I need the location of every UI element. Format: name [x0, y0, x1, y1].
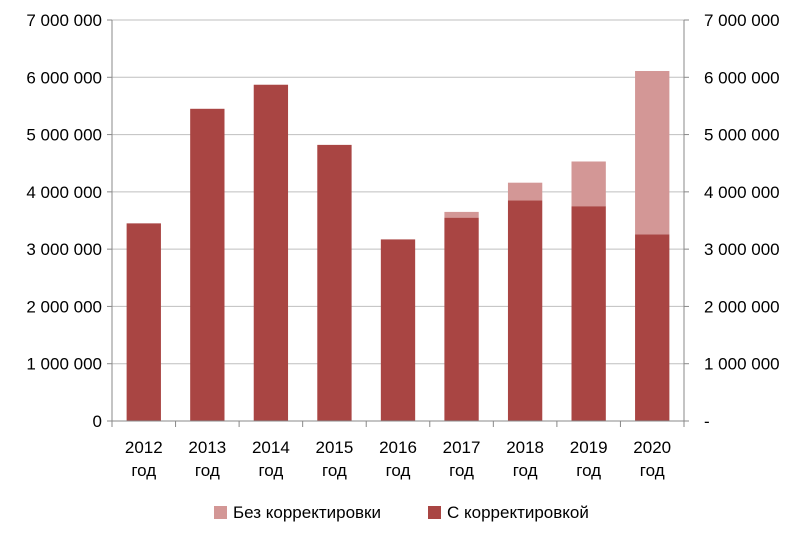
- legend-label: Без корректировки: [233, 503, 381, 522]
- bar-unadjusted: [635, 70, 670, 235]
- bar-unadjusted: [571, 161, 606, 207]
- left-tick-label: 2 000 000: [26, 297, 102, 316]
- category-label-year: 2015: [316, 438, 354, 457]
- right-tick-label: 2 000 000: [704, 297, 780, 316]
- bar-adjusted: [380, 239, 416, 421]
- legend: Без корректировки С корректировкой: [214, 503, 589, 522]
- legend-swatch: [214, 506, 227, 519]
- right-tick-label: 5 000 000: [704, 126, 780, 145]
- category-labels: 2012 год 2013 год 2014 год 2015 год 2016 год 2017 г…: [125, 438, 671, 480]
- category-label-suffix: год: [322, 461, 347, 480]
- left-tick-label: 5 000 000: [26, 126, 102, 145]
- category-label-year: 2020: [633, 438, 671, 457]
- category-label-suffix: год: [449, 461, 474, 480]
- left-axis-tick-labels: 0 1 000 000 2 000 000 3 000 000 4 000 000 5 0…: [26, 11, 102, 431]
- legend-label: С корректировкой: [447, 503, 589, 522]
- left-tick-label: 7 000 000: [26, 11, 102, 30]
- category-label-year: 2014: [252, 438, 290, 457]
- right-tick-label: 1 000 000: [704, 355, 780, 374]
- right-tick-label: 4 000 000: [704, 183, 780, 202]
- category-label-suffix: год: [131, 461, 156, 480]
- category-label-year: 2018: [506, 438, 544, 457]
- left-tick-label: 3 000 000: [26, 240, 102, 259]
- bar-adjusted: [253, 84, 289, 422]
- axes: [107, 19, 689, 427]
- left-tick-label: 4 000 000: [26, 183, 102, 202]
- right-tick-label: 6 000 000: [704, 68, 780, 87]
- category-label-suffix: год: [576, 461, 601, 480]
- category-label-suffix: год: [386, 461, 411, 480]
- bar-adjusted: [444, 217, 479, 421]
- category-label-year: 2016: [379, 438, 417, 457]
- bar-adjusted: [126, 223, 161, 421]
- category-label-year: 2012: [125, 438, 163, 457]
- bar-adjusted: [507, 200, 543, 421]
- category-label-suffix: год: [640, 461, 665, 480]
- bar-adjusted: [317, 144, 352, 421]
- bar-adjusted: [190, 108, 225, 422]
- category-label-suffix: год: [195, 461, 220, 480]
- right-tick-label: 3 000 000: [704, 240, 780, 259]
- left-tick-label: 0: [93, 412, 102, 431]
- category-label-year: 2017: [443, 438, 481, 457]
- legend-swatch: [428, 506, 441, 519]
- bar-adjusted: [571, 206, 606, 421]
- right-axis-tick-labels: - 1 000 000 2 000 000 3 000 000 4 000 000 5 0…: [704, 11, 780, 431]
- bars: [126, 70, 670, 422]
- right-tick-label: -: [704, 412, 710, 431]
- left-tick-label: 1 000 000: [26, 355, 102, 374]
- bar-unadjusted: [444, 211, 479, 218]
- right-tick-label: 7 000 000: [704, 11, 780, 30]
- category-label-year: 2013: [188, 438, 226, 457]
- category-label-suffix: год: [513, 461, 538, 480]
- left-tick-label: 6 000 000: [26, 68, 102, 87]
- category-label-year: 2019: [570, 438, 608, 457]
- bar-adjusted: [635, 234, 670, 421]
- category-label-suffix: год: [258, 461, 283, 480]
- bar-unadjusted: [507, 182, 543, 201]
